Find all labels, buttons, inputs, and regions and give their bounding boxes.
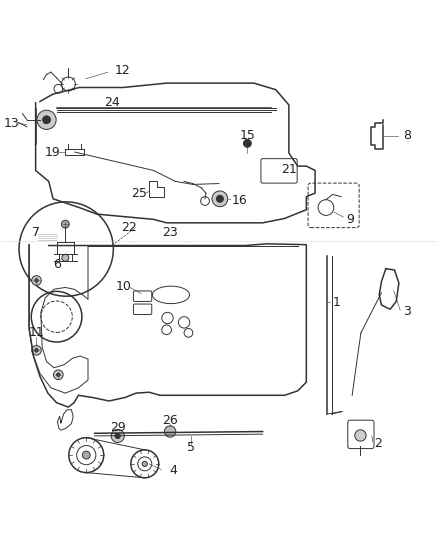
Text: 16: 16 <box>231 193 247 207</box>
Text: 23: 23 <box>162 226 178 239</box>
Text: 15: 15 <box>240 129 255 142</box>
Text: 3: 3 <box>403 304 411 318</box>
Circle shape <box>62 254 69 261</box>
Circle shape <box>35 279 38 282</box>
Text: 5: 5 <box>187 441 194 454</box>
Circle shape <box>42 116 50 124</box>
Circle shape <box>115 433 120 439</box>
Text: 19: 19 <box>44 146 60 159</box>
Circle shape <box>82 451 90 459</box>
Text: 8: 8 <box>403 129 411 142</box>
Text: 25: 25 <box>131 187 148 200</box>
Circle shape <box>216 195 223 203</box>
Circle shape <box>57 373 60 376</box>
Circle shape <box>53 370 63 379</box>
Circle shape <box>111 430 124 442</box>
Circle shape <box>35 349 38 352</box>
Text: 1: 1 <box>332 296 340 309</box>
Text: 11: 11 <box>28 326 44 340</box>
Text: 26: 26 <box>162 414 178 427</box>
Circle shape <box>355 430 366 441</box>
Text: 13: 13 <box>4 117 19 130</box>
Circle shape <box>32 345 41 355</box>
Circle shape <box>212 191 228 207</box>
Text: 2: 2 <box>374 437 382 450</box>
Text: 6: 6 <box>53 258 60 271</box>
Text: 4: 4 <box>169 464 177 478</box>
Circle shape <box>37 110 56 130</box>
Text: 29: 29 <box>110 421 126 434</box>
Circle shape <box>61 220 69 228</box>
Text: 21: 21 <box>281 163 297 176</box>
Circle shape <box>164 426 176 437</box>
Text: 7: 7 <box>32 226 40 239</box>
Text: 10: 10 <box>116 280 132 293</box>
Circle shape <box>244 140 251 147</box>
Text: 22: 22 <box>122 221 138 233</box>
Circle shape <box>142 461 148 466</box>
Text: 24: 24 <box>104 96 120 109</box>
Text: 9: 9 <box>346 213 354 226</box>
Text: 12: 12 <box>115 64 131 77</box>
Circle shape <box>32 276 41 285</box>
